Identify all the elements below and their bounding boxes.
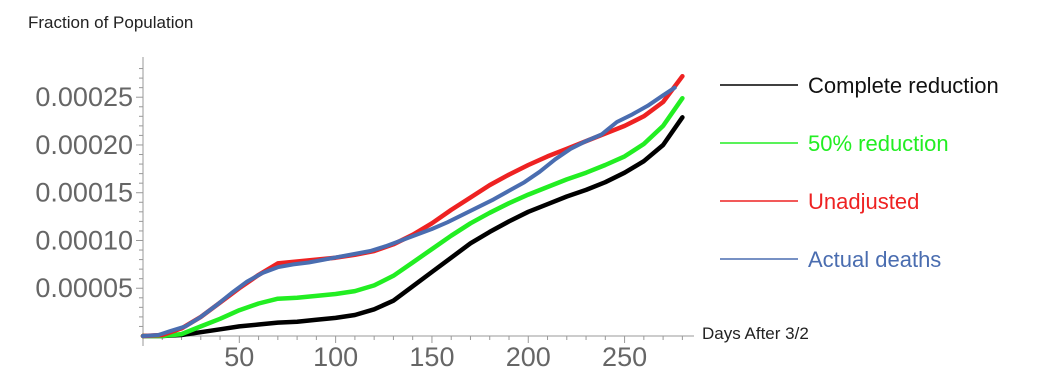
x-tick-label: 100 (313, 342, 358, 369)
y-tick-label: 0.00025 (35, 82, 133, 112)
y-tick-label: 0.00010 (35, 225, 133, 255)
x-tick-label: 250 (602, 342, 647, 369)
y-tick-label: 0.00005 (35, 273, 133, 303)
legend-label: Actual deaths (808, 247, 941, 272)
series-lines (140, 73, 685, 339)
axes (142, 57, 694, 346)
x-axis-title: Days After 3/2 (702, 324, 809, 343)
series-line-complete-reduction (140, 115, 685, 339)
x-tick-label: 150 (409, 342, 454, 369)
ticks: 50 100 150 200 250 0.00005 0.00010 0.00015 0.000… (35, 68, 683, 369)
legend-label: 50% reduction (808, 131, 949, 156)
x-tick-label: 50 (224, 342, 254, 369)
legend: Complete reduction 50% reduction Unadjuste… (720, 73, 999, 272)
series-line-50-reduction (140, 95, 685, 339)
y-tick-label: 0.00015 (35, 178, 133, 208)
legend-label: Unadjusted (808, 189, 919, 214)
x-tick-label: 200 (506, 342, 551, 369)
series-line-actual-deaths (141, 85, 677, 338)
legend-label: Complete reduction (808, 73, 999, 98)
y-tick-label: 0.00020 (35, 130, 133, 160)
y-axis-title: Fraction of Population (28, 13, 193, 32)
